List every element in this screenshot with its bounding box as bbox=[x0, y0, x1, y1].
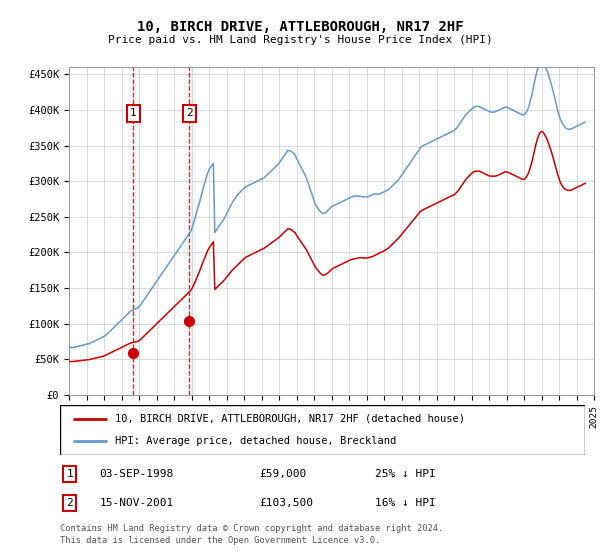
Text: 15-NOV-2001: 15-NOV-2001 bbox=[100, 498, 173, 508]
Text: 1: 1 bbox=[66, 469, 73, 479]
Text: 03-SEP-1998: 03-SEP-1998 bbox=[100, 469, 173, 479]
Text: Price paid vs. HM Land Registry's House Price Index (HPI): Price paid vs. HM Land Registry's House … bbox=[107, 35, 493, 45]
Text: £59,000: £59,000 bbox=[260, 469, 307, 479]
Text: 1: 1 bbox=[130, 109, 137, 119]
Text: Contains HM Land Registry data © Crown copyright and database right 2024.: Contains HM Land Registry data © Crown c… bbox=[60, 524, 443, 533]
Text: 10, BIRCH DRIVE, ATTLEBOROUGH, NR17 2HF (detached house): 10, BIRCH DRIVE, ATTLEBOROUGH, NR17 2HF … bbox=[115, 414, 465, 424]
Text: 25% ↓ HPI: 25% ↓ HPI bbox=[375, 469, 436, 479]
Text: 10, BIRCH DRIVE, ATTLEBOROUGH, NR17 2HF: 10, BIRCH DRIVE, ATTLEBOROUGH, NR17 2HF bbox=[137, 20, 463, 34]
Text: 2: 2 bbox=[186, 109, 193, 119]
Text: This data is licensed under the Open Government Licence v3.0.: This data is licensed under the Open Gov… bbox=[60, 536, 380, 545]
Text: HPI: Average price, detached house, Breckland: HPI: Average price, detached house, Brec… bbox=[115, 436, 397, 446]
Text: 2: 2 bbox=[66, 498, 73, 508]
Bar bbox=[184, 67, 195, 395]
Text: £103,500: £103,500 bbox=[260, 498, 314, 508]
Bar bbox=[128, 67, 139, 395]
Text: 16% ↓ HPI: 16% ↓ HPI bbox=[375, 498, 436, 508]
